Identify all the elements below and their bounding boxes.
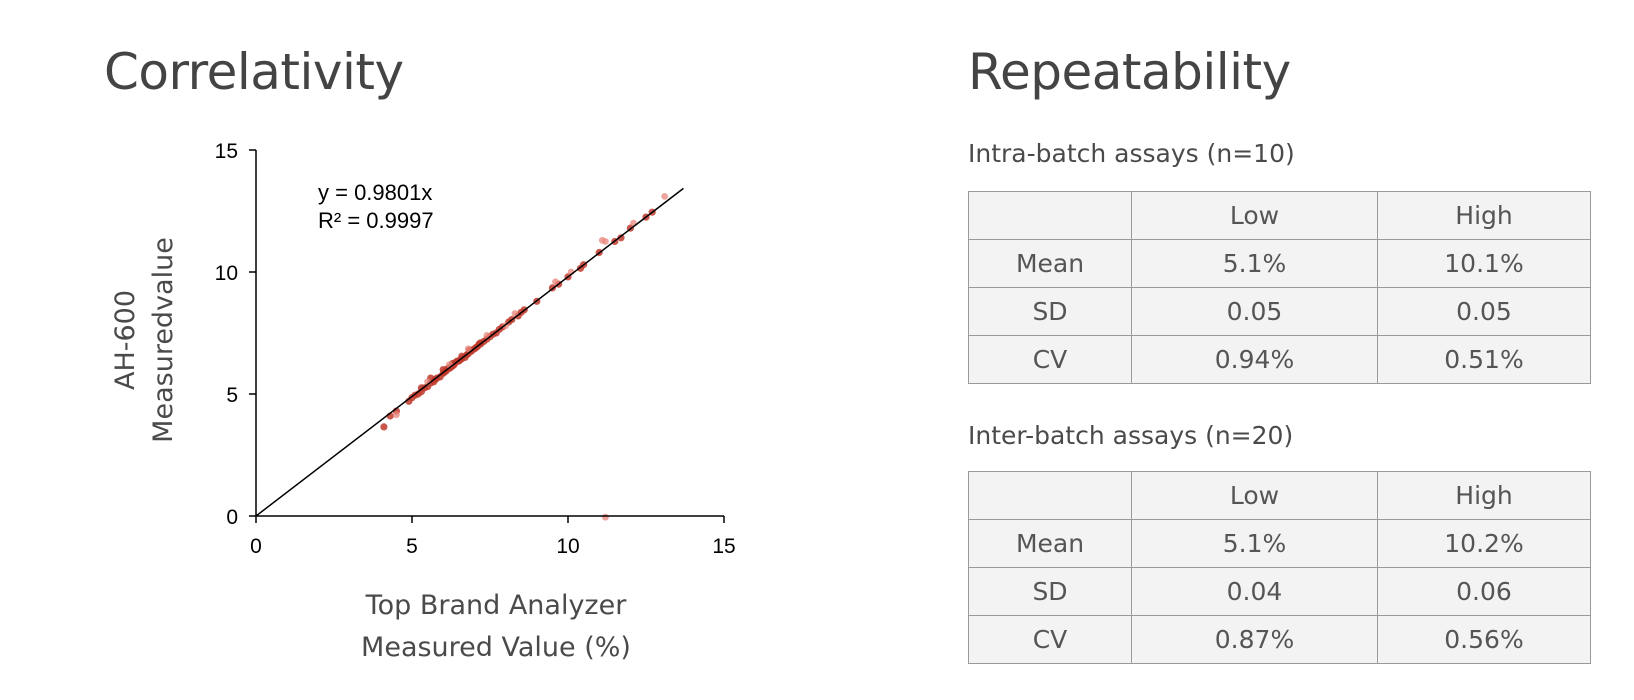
data-points [380, 193, 669, 521]
correlativity-title: Correlativity [104, 43, 404, 101]
x-tick-label: 10 [556, 535, 579, 558]
r-squared-label: R² = 0.9997 [318, 208, 434, 233]
data-point [393, 411, 400, 419]
y-tick-label: 15 [215, 140, 238, 163]
table-cell: Mean [968, 239, 1132, 288]
table-row: CV 0.94% 0.51% [968, 335, 1591, 384]
data-point [552, 278, 559, 286]
table-cell: High [1377, 471, 1591, 520]
y-axis-label-line2: Measuredvalue [148, 237, 179, 443]
x-tick-label: 5 [406, 535, 418, 558]
x-tick-label: 0 [250, 535, 262, 558]
table-cell: Mean [968, 519, 1132, 568]
data-point [661, 193, 669, 200]
table-cell: 10.2% [1377, 519, 1591, 568]
trend-equation: y = 0.9801x [318, 180, 432, 205]
data-point [380, 423, 388, 431]
table-header-row: Low High [968, 191, 1591, 240]
table-cell: Low [1131, 191, 1378, 240]
table-cell: 0.04 [1131, 567, 1378, 616]
table-row: SD 0.05 0.05 [968, 287, 1591, 336]
x-axis-label-line2: Measured Value (%) [361, 632, 631, 663]
y-tick-label: 0 [226, 506, 238, 529]
table-cell: CV [968, 335, 1132, 384]
data-point [511, 310, 519, 317]
x-axis-label-line1: Top Brand Analyzer [365, 590, 628, 621]
table-cell: Low [1131, 471, 1378, 520]
y-ticks: 0 5 10 15 [215, 140, 256, 529]
table-cell: High [1377, 191, 1591, 240]
table-row: Mean 5.1% 10.2% [968, 519, 1591, 568]
data-point [602, 238, 609, 245]
table-cell [968, 191, 1132, 240]
table-row: SD 0.04 0.06 [968, 567, 1591, 616]
data-point [602, 513, 609, 521]
y-axis-label-line1: AH-600 [110, 290, 141, 390]
table-cell: 0.94% [1131, 335, 1378, 384]
data-point [458, 352, 466, 360]
table-cell [968, 471, 1132, 520]
table-cell: 0.05 [1131, 287, 1378, 336]
intra-batch-caption: Intra-batch assays (n=10) [968, 139, 1295, 168]
table-cell: 0.87% [1131, 615, 1378, 664]
y-tick-label: 5 [226, 384, 238, 407]
x-tick-label: 15 [712, 535, 735, 558]
intra-batch-table: Low High Mean 5.1% 10.1% SD 0.05 0.05 CV… [968, 191, 1591, 384]
table-cell: SD [968, 567, 1132, 616]
inter-batch-caption: Inter-batch assays (n=20) [968, 421, 1294, 450]
y-tick-label: 10 [215, 262, 238, 285]
table-header-row: Low High [968, 471, 1591, 520]
table-row: Mean 5.1% 10.1% [968, 239, 1591, 288]
table-cell: 10.1% [1377, 239, 1591, 288]
table-row: CV 0.87% 0.56% [968, 615, 1591, 664]
table-cell: 0.51% [1377, 335, 1591, 384]
table-cell: 0.06 [1377, 567, 1591, 616]
trend-line [255, 187, 684, 517]
repeatability-title: Repeatability [968, 43, 1291, 101]
table-cell: 5.1% [1131, 519, 1378, 568]
table-cell: 0.56% [1377, 615, 1591, 664]
table-cell: 0.05 [1377, 287, 1591, 336]
table-cell: CV [968, 615, 1132, 664]
table-cell: 5.1% [1131, 239, 1378, 288]
inter-batch-table: Low High Mean 5.1% 10.2% SD 0.04 0.06 CV… [968, 471, 1591, 664]
data-point [464, 345, 472, 353]
scatter-chart: 0 5 10 15 0 5 10 15 y = 0.9801x R² = 0.9997 AH… [110, 140, 736, 663]
x-ticks: 0 5 10 15 [250, 516, 736, 558]
table-cell: SD [968, 287, 1132, 336]
data-point [617, 234, 625, 242]
